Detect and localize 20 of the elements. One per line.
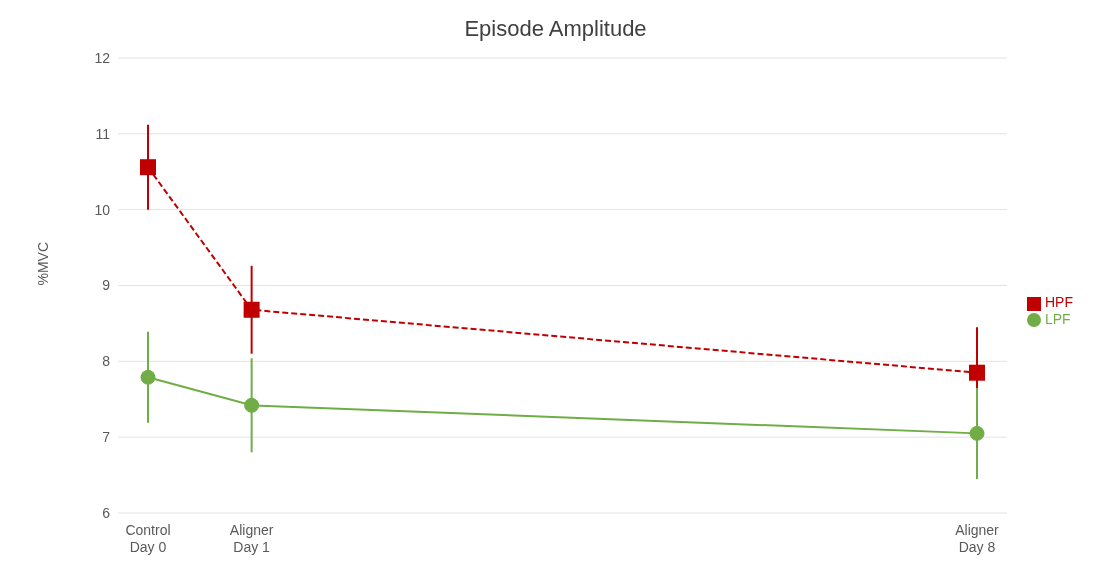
chart-title: Episode Amplitude: [463, 15, 648, 43]
legend-label: LPF: [1045, 310, 1071, 327]
point: [969, 364, 985, 381]
y-tick-label: 6: [102, 504, 111, 521]
y-axis-title: %MVC: [34, 241, 51, 286]
x-tick-label: Aligner Day 8: [955, 522, 1000, 555]
point: [140, 159, 156, 176]
x-tick-label: Aligner Day 1: [229, 522, 274, 555]
point: [140, 369, 156, 385]
legend-label: HPF: [1045, 294, 1073, 311]
y-tick-label: 12: [94, 49, 111, 66]
y-tick-label: 10: [94, 201, 111, 218]
point: [243, 301, 260, 318]
point: [969, 425, 985, 441]
y-tick-label: 11: [95, 125, 111, 142]
y-tick-label: 7: [102, 429, 111, 446]
point: [244, 397, 260, 413]
y-tick-label: 8: [102, 353, 111, 370]
x-tick-label: Control Day 0: [125, 522, 171, 555]
y-tick-label: 9: [102, 277, 111, 294]
